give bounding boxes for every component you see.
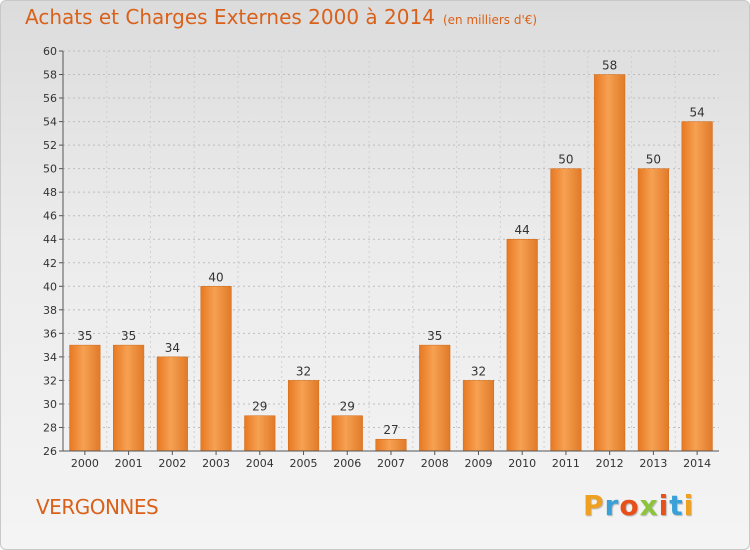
value-label-2008: 35 <box>427 329 442 343</box>
bar-2008 <box>419 344 451 452</box>
y-tick-label-56: 56 <box>43 92 57 105</box>
y-tick-label-36: 36 <box>43 327 57 340</box>
y-tick-label-30: 30 <box>43 398 57 411</box>
y-tick-label-60: 60 <box>43 45 57 58</box>
location-label: VERGONNES <box>36 495 159 519</box>
value-label-2005: 32 <box>296 364 311 378</box>
logo-letter: t <box>669 489 684 522</box>
logo-letter: P <box>583 489 605 522</box>
x-tick-label-2005: 2005 <box>290 457 318 470</box>
value-label-2006: 29 <box>340 400 355 414</box>
y-tick-label-50: 50 <box>43 163 57 176</box>
y-tick-label-26: 26 <box>43 445 57 458</box>
value-label-2014: 54 <box>689 106 704 120</box>
logo-letter: i <box>683 489 695 522</box>
bar-2001 <box>113 344 145 452</box>
value-label-2001: 35 <box>121 329 136 343</box>
proxiti-logo: Proxiti <box>583 489 694 522</box>
bar-2011 <box>550 168 582 452</box>
value-label-2010: 44 <box>515 223 530 237</box>
value-label-2000: 35 <box>77 329 92 343</box>
x-tick-label-2000: 2000 <box>71 457 99 470</box>
bar-2005 <box>287 380 320 452</box>
x-tick-label-2004: 2004 <box>246 457 274 470</box>
value-label-2012: 58 <box>602 59 617 73</box>
y-tick-label-52: 52 <box>43 139 57 152</box>
y-tick-label-38: 38 <box>43 304 57 317</box>
bar-2009 <box>462 380 495 452</box>
value-label-2004: 29 <box>252 400 267 414</box>
bar-2014 <box>681 121 713 452</box>
value-label-2007: 27 <box>383 423 398 437</box>
y-tick-label-54: 54 <box>43 116 57 129</box>
x-tick-label-2001: 2001 <box>115 457 143 470</box>
logo-letter: o <box>619 489 640 522</box>
y-tick-label-34: 34 <box>43 351 57 364</box>
y-tick-label-32: 32 <box>43 374 57 387</box>
y-tick-label-40: 40 <box>43 280 57 293</box>
y-tick-label-28: 28 <box>43 421 57 434</box>
y-tick-label-42: 42 <box>43 257 57 270</box>
chart-title: Achats et Charges Externes 2000 à 2014 (e… <box>25 5 537 29</box>
y-tick-label-48: 48 <box>43 186 57 199</box>
bar-2013 <box>637 168 669 452</box>
bar-2004 <box>244 415 276 452</box>
y-tick-label-58: 58 <box>43 69 57 82</box>
axes: 26 28 30 32 34 36 38 40 42 44 46 48 50 52 54 56 58 60 2000… <box>43 45 719 470</box>
value-label-2009: 32 <box>471 364 486 378</box>
bar-2003 <box>200 286 232 452</box>
x-tick-label-2006: 2006 <box>333 457 361 470</box>
bar-2012 <box>594 74 626 452</box>
x-tick-label-2014: 2014 <box>683 457 711 470</box>
logo-letter: r <box>604 489 620 522</box>
bar-2010 <box>506 238 538 452</box>
x-tick-label-2003: 2003 <box>202 457 230 470</box>
x-tick-label-2013: 2013 <box>639 457 667 470</box>
bar-2007 <box>375 438 407 452</box>
value-label-2002: 34 <box>165 341 180 355</box>
bars: 35 35 34 40 29 32 29 27 35 32 44 50 58 50 54 <box>69 59 713 452</box>
x-tick-label-2007: 2007 <box>377 457 405 470</box>
x-tick-label-2010: 2010 <box>508 457 536 470</box>
x-tick-label-2008: 2008 <box>421 457 449 470</box>
y-tick-label-46: 46 <box>43 210 57 223</box>
value-label-2011: 50 <box>558 153 573 167</box>
y-tick-label-44: 44 <box>43 233 57 246</box>
x-tick-label-2002: 2002 <box>158 457 186 470</box>
x-tick-label-2011: 2011 <box>552 457 580 470</box>
logo-letter: x <box>639 489 659 522</box>
logo-letter: i <box>658 489 670 522</box>
value-label-2003: 40 <box>208 270 223 284</box>
x-tick-label-2009: 2009 <box>464 457 492 470</box>
bar-2000 <box>69 344 101 452</box>
chart-unit-text: (en milliers d'€) <box>442 13 538 27</box>
bar-2002 <box>156 356 188 452</box>
x-tick-label-2012: 2012 <box>596 457 624 470</box>
value-label-2013: 50 <box>646 153 661 167</box>
chart-title-text: Achats et Charges Externes 2000 à 2014 <box>25 5 435 29</box>
bar-2006 <box>331 415 363 452</box>
